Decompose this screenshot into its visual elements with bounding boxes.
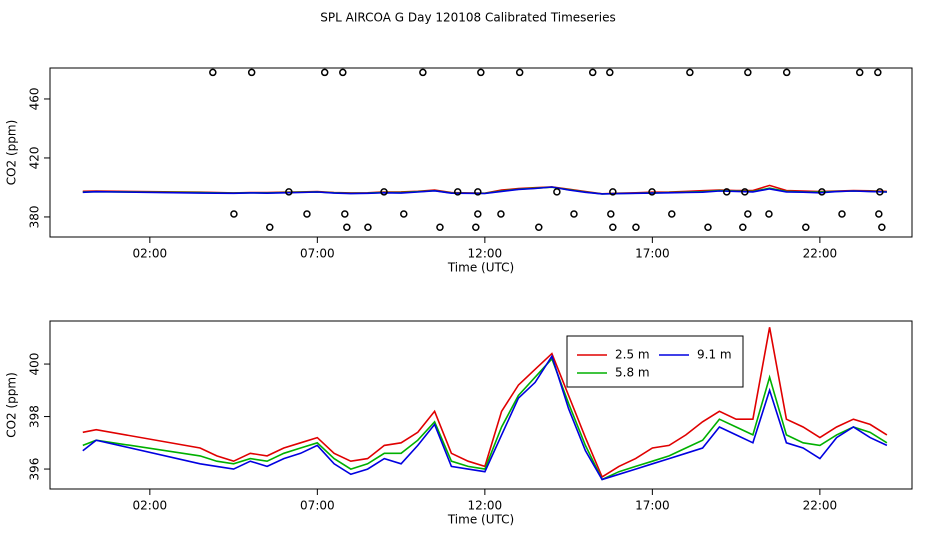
x-tick-label: 17:00 — [635, 247, 670, 261]
x-tick-label: 12:00 — [468, 499, 503, 513]
x-tick-label: 02:00 — [133, 247, 168, 261]
series-line — [82, 354, 888, 481]
plot-frame — [49, 320, 913, 490]
data-point — [739, 223, 747, 232]
data-point — [341, 210, 349, 218]
data-point — [607, 210, 615, 218]
data-point — [472, 223, 480, 232]
data-point — [477, 68, 485, 77]
data-point — [247, 68, 256, 77]
data-point — [364, 223, 372, 232]
y-tick-label: 420 — [28, 147, 42, 170]
data-point — [570, 210, 578, 218]
y-tick-label: 380 — [28, 205, 42, 228]
data-point — [588, 68, 597, 77]
data-point — [609, 188, 617, 196]
data-point — [741, 188, 749, 196]
data-point — [878, 223, 886, 232]
data-point — [609, 223, 617, 232]
data-point — [668, 210, 676, 218]
plot-frame — [49, 67, 913, 238]
data-point — [818, 188, 826, 196]
data-point — [400, 210, 408, 218]
x-tick-label: 22:00 — [803, 247, 838, 261]
data-point — [648, 188, 656, 196]
data-point — [632, 223, 640, 232]
data-point — [497, 210, 505, 218]
data-point — [535, 223, 543, 232]
legend-box — [566, 335, 744, 388]
x-tick-label: 07:00 — [300, 499, 335, 513]
data-point — [744, 210, 752, 218]
x-tick-label: 22:00 — [803, 499, 838, 513]
y-axis-label: CO2 (ppm) — [5, 372, 19, 438]
chart-title: SPL AIRCOA G Day 120108 Calibrated Times… — [320, 11, 615, 25]
x-tick-label: 17:00 — [635, 499, 670, 513]
data-point — [285, 188, 293, 196]
data-point — [686, 68, 694, 77]
x-axis-label: Time (UTC) — [447, 261, 514, 275]
data-point — [209, 68, 217, 77]
data-point — [380, 188, 388, 196]
series-line — [82, 327, 888, 479]
data-point — [266, 223, 274, 232]
y-tick-label: 400 — [28, 353, 42, 376]
data-point — [606, 68, 614, 77]
data-point — [343, 223, 351, 232]
data-point — [802, 223, 810, 232]
data-point — [838, 210, 846, 218]
data-point — [782, 68, 791, 77]
data-point — [303, 210, 311, 218]
data-point — [704, 223, 712, 232]
data-point — [419, 68, 427, 77]
x-tick-label: 02:00 — [133, 499, 168, 513]
data-point — [339, 68, 347, 77]
legend-label: 2.5 m — [615, 348, 650, 362]
y-tick-label: 398 — [28, 405, 42, 428]
data-point — [320, 68, 329, 77]
data-point — [436, 223, 444, 232]
data-point — [474, 210, 482, 218]
y-tick-label: 460 — [28, 88, 42, 111]
y-tick-label: 396 — [28, 458, 42, 481]
data-point — [744, 68, 752, 77]
data-point — [765, 210, 773, 218]
legend-label: 9.1 m — [697, 348, 732, 362]
data-point — [515, 68, 524, 77]
data-point — [876, 188, 884, 196]
data-point — [855, 68, 864, 77]
data-point — [453, 188, 462, 196]
y-axis-label: CO2 (ppm) — [5, 120, 19, 186]
x-tick-label: 12:00 — [468, 247, 503, 261]
data-point — [553, 188, 561, 196]
data-point — [474, 188, 482, 196]
series-line — [82, 357, 888, 481]
data-point — [230, 210, 238, 218]
data-point — [722, 188, 731, 196]
data-point — [874, 68, 882, 77]
data-point — [875, 210, 883, 218]
x-tick-label: 07:00 — [300, 247, 335, 261]
x-axis-label: Time (UTC) — [447, 513, 514, 527]
legend-label: 5.8 m — [615, 366, 650, 380]
